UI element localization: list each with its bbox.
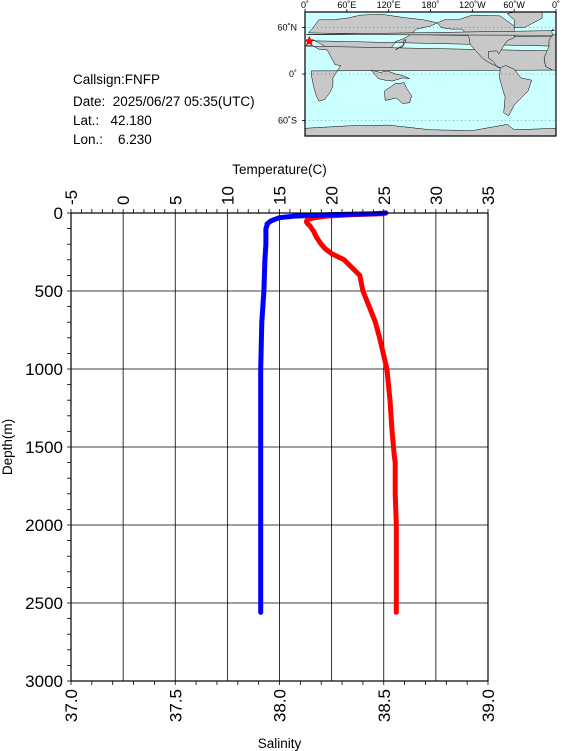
depth-tick-label: 1000 <box>25 360 63 379</box>
longitude-label: Lon.: 6.230 <box>73 132 152 147</box>
temperature-profile-line <box>304 210 399 615</box>
salinity-tick-label: 39.0 <box>479 689 498 722</box>
south-america-land <box>499 65 532 117</box>
temperature-axis-title: Temperature(C) <box>232 162 327 177</box>
chart-grid <box>70 212 489 682</box>
temperature-tick-label: 20 <box>323 186 342 205</box>
map-lon-label: 120˚E <box>377 0 401 10</box>
australia-land <box>384 82 412 104</box>
depth-tick-label: 0 <box>54 204 63 223</box>
map-lat-label: 60˚N <box>277 23 297 33</box>
station-marker-star-icon <box>303 35 315 46</box>
temperature-tick-label: 10 <box>218 186 237 205</box>
depth-tick-label: 500 <box>35 282 63 301</box>
latitude-label: Lat.: 42.180 <box>73 113 152 128</box>
salinity-tick-label: 37.5 <box>166 689 185 722</box>
indonesia-land <box>370 69 410 82</box>
location-map: 0˚ 60˚E 120˚E 180˚ 120˚W 60˚W 0˚ 60˚N 0˚ 60˚S <box>277 0 560 137</box>
salinity-tick-label: 38.0 <box>271 689 290 722</box>
map-lat-label: 60˚S <box>278 116 297 126</box>
japan-land <box>395 39 407 51</box>
temperature-tick-label: 5 <box>166 196 185 205</box>
depth-tick-label: 2500 <box>25 594 63 613</box>
depth-tick-label: 1500 <box>25 438 63 457</box>
temperature-tick-label: 0 <box>114 196 133 205</box>
temperature-tick-label: 35 <box>479 186 498 205</box>
temperature-tick-label: -5 <box>62 190 81 205</box>
map-lon-label: 0˚ <box>301 0 309 10</box>
map-lon-label: 60˚E <box>337 0 356 10</box>
depth-tick-label: 2000 <box>25 516 63 535</box>
date-label: Date: 2025/06/27 05:35(UTC) <box>73 94 255 109</box>
uk-land <box>306 28 556 36</box>
map-lon-label: 0˚ <box>552 0 560 10</box>
callsign-label: Callsign:FNFP <box>73 72 161 87</box>
temperature-tick-label: 15 <box>271 186 290 205</box>
temperature-tick-label: 30 <box>427 186 446 205</box>
map-lon-label: 180˚ <box>421 0 439 10</box>
depth-axis-title: Depth(m) <box>0 419 15 475</box>
salinity-tick-label: 38.5 <box>375 689 394 722</box>
chart-series <box>258 210 399 615</box>
depth-tick-label: 3000 <box>25 672 63 691</box>
salinity-axis-title: Salinity <box>258 736 302 751</box>
map-lon-label: 120˚W <box>459 0 486 10</box>
north-america-land <box>437 14 515 69</box>
map-lon-label: 60˚W <box>503 0 525 10</box>
map-lat-label: 0˚ <box>289 69 297 79</box>
salinity-profile-line <box>258 210 389 615</box>
temperature-tick-label: 25 <box>375 186 394 205</box>
salinity-tick-label: 37.0 <box>62 689 81 722</box>
